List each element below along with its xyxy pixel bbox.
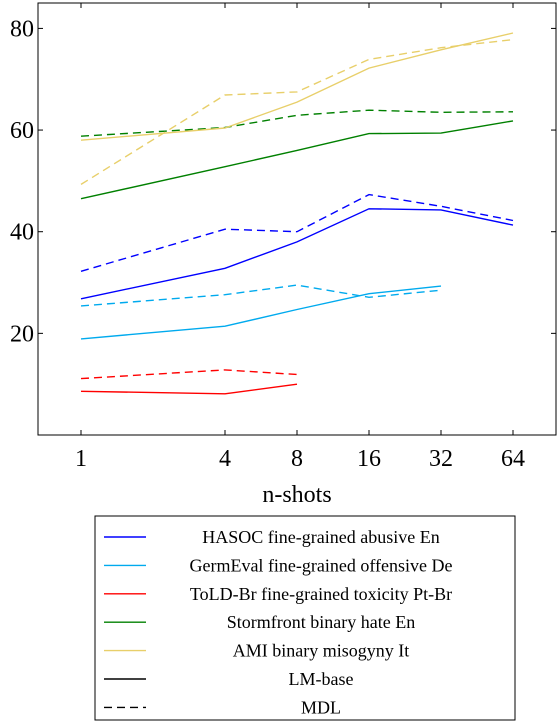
legend-label: MDL <box>301 697 341 717</box>
legend-label: GermEval fine-grained offensive De <box>189 555 452 575</box>
series-layer <box>80 32 514 395</box>
legend-label: HASOC fine-grained abusive En <box>202 527 439 547</box>
y-axis: 20 40 60 80 <box>10 16 556 347</box>
series-line-5-solid <box>80 383 298 395</box>
x-tick-label: 16 <box>357 446 381 472</box>
legend-label: LM-base <box>289 669 354 689</box>
y-tick-label: 80 <box>10 16 34 42</box>
plot-area-frame <box>37 2 557 436</box>
x-tick-label: 8 <box>291 446 303 472</box>
y-tick-label: 20 <box>10 321 34 347</box>
y-tick-label: 60 <box>10 118 34 144</box>
x-tick-label: 1 <box>75 446 87 472</box>
legend-label: AMI binary misogyny It <box>233 641 409 661</box>
series-line-8-dashed <box>80 109 514 137</box>
series-line-9-solid <box>80 32 514 141</box>
series-line-1-solid <box>80 208 514 300</box>
series-line-7-solid <box>80 120 514 200</box>
x-axis: 1 4 8 16 32 64 <box>75 3 525 472</box>
legend-label: ToLD-Br fine-grained toxicity Pt-Br <box>190 584 452 604</box>
series-line-6-dashed <box>80 369 298 380</box>
y-tick-label: 40 <box>10 220 34 246</box>
x-tick-label: 32 <box>429 446 453 472</box>
legend: HASOC fine-grained abusive En GermEval fi… <box>104 527 453 717</box>
series-line-2-dashed <box>80 193 514 272</box>
series-line-3-solid <box>80 285 442 340</box>
legend-label: Stormfront binary hate En <box>227 612 415 632</box>
x-tick-label: 64 <box>501 446 525 472</box>
series-line-10-dashed <box>80 38 514 185</box>
x-tick-label: 4 <box>219 446 231 472</box>
x-axis-label: n-shots <box>262 482 331 508</box>
series-line-4-dashed <box>80 284 442 307</box>
legend-box <box>94 515 516 721</box>
